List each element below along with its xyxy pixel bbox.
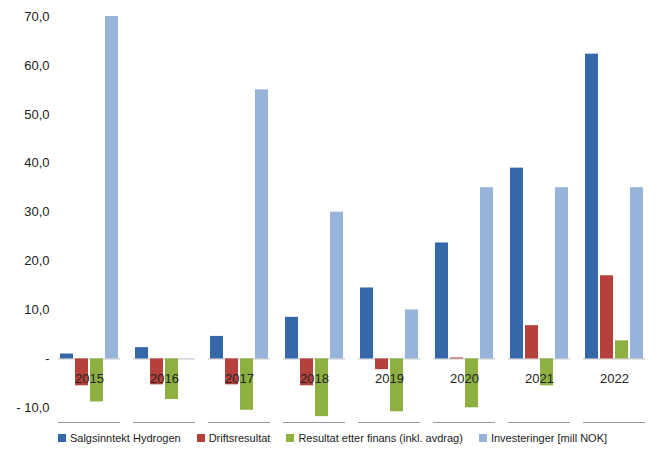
html-text:Salgsinntekt Hydrogen: Salgsinntekt Hydrogen [70, 432, 181, 444]
svg-text:30,0: 30,0 [24, 204, 49, 219]
svg-text:50,0: 50,0 [24, 106, 49, 121]
html-text:Investeringer [mill NOK]: Investeringer [mill NOK] [490, 432, 607, 444]
svg-text:2021: 2021 [525, 371, 554, 386]
svg-text:2020: 2020 [450, 371, 479, 386]
svg-text:2018: 2018 [300, 371, 329, 386]
svg-text:60,0: 60,0 [24, 58, 49, 73]
svg-text:-: - [45, 351, 49, 366]
svg-text:10,0: 10,0 [24, 302, 49, 317]
html-text:Resultat etter finans (inkl. a: Resultat etter finans (inkl. avdrag) [298, 432, 463, 444]
svg-text:2019: 2019 [375, 371, 404, 386]
svg-text:20,0: 20,0 [24, 253, 49, 268]
svg-text:2016: 2016 [150, 371, 179, 386]
svg-text:40,0: 40,0 [24, 155, 49, 170]
svg-text:2022: 2022 [600, 371, 629, 386]
svg-text:70,0: 70,0 [24, 9, 49, 24]
svg-text:2015: 2015 [75, 371, 104, 386]
svg-text:2017: 2017 [225, 371, 254, 386]
svg-text:- 10,0: - 10,0 [16, 400, 49, 415]
html-text:Driftsresultat: Driftsresultat [208, 432, 271, 444]
